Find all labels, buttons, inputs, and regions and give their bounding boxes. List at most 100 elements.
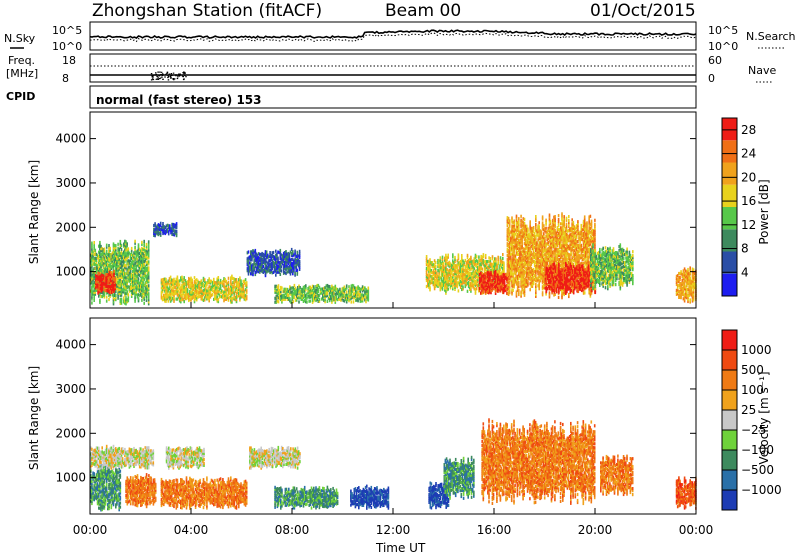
data-cell [511, 268, 513, 272]
data-cell [527, 271, 529, 275]
data-cell [521, 272, 523, 276]
data-cell [359, 299, 362, 303]
data-cell [342, 294, 345, 298]
data-cell [235, 284, 238, 288]
data-cell [552, 228, 554, 232]
data-cell [518, 257, 520, 261]
data-cell [140, 263, 142, 267]
data-cell [298, 288, 300, 292]
data-cell [123, 272, 125, 276]
data-cell [291, 292, 293, 296]
data-cell [320, 291, 323, 295]
data-cell [547, 254, 550, 258]
data-cell [130, 284, 133, 288]
data-cell [520, 234, 522, 238]
data-cell [185, 287, 188, 291]
data-cell [265, 250, 268, 254]
data-cell [522, 289, 525, 293]
data-cell [281, 286, 283, 290]
data-cell [129, 253, 132, 257]
data-cell [117, 254, 119, 258]
data-cell [256, 253, 259, 257]
data-cell [331, 298, 333, 302]
data-cell [338, 289, 340, 293]
data-cell [282, 263, 285, 267]
data-cell [506, 266, 509, 270]
data-cell [147, 246, 150, 250]
data-cell [222, 280, 224, 284]
data-cell [528, 250, 530, 254]
data-cell [519, 246, 521, 250]
data-cell [239, 284, 241, 288]
data-cell [125, 276, 127, 280]
data-cell [205, 293, 207, 297]
data-cell [474, 275, 477, 279]
data-cell [215, 281, 217, 285]
data-cell [116, 284, 118, 288]
data-cell [352, 286, 355, 290]
data-cell [545, 256, 547, 260]
data-cell [293, 265, 295, 269]
data-cell [425, 272, 428, 277]
data-cell [484, 276, 487, 280]
data-cell [239, 278, 241, 282]
data-cell [506, 260, 509, 264]
data-cell [507, 268, 510, 272]
data-cell [243, 293, 246, 297]
data-cell [176, 291, 179, 295]
data-cell [351, 295, 354, 300]
data-cell [208, 293, 210, 297]
data-cell [250, 266, 252, 270]
data-cell [445, 275, 447, 279]
data-cell [247, 258, 250, 262]
data-cell [143, 267, 145, 271]
data-cell [540, 256, 543, 260]
data-cell [141, 260, 143, 264]
data-cell [250, 258, 252, 262]
data-cell [530, 252, 533, 256]
data-cell [287, 261, 290, 266]
data-cell [310, 291, 313, 295]
data-cell [528, 254, 530, 258]
data-cell [552, 252, 554, 256]
data-cell [535, 223, 537, 227]
data-cell [123, 256, 125, 260]
data-cell [282, 271, 285, 275]
data-cell [99, 246, 101, 250]
data-cell [486, 290, 489, 294]
data-cell [156, 228, 159, 232]
data-cell [442, 271, 445, 275]
data-cell [104, 259, 107, 263]
data-cell [109, 252, 111, 256]
data-cell [515, 274, 518, 278]
data-cell [192, 295, 195, 299]
data-cell [467, 277, 470, 281]
data-cell [180, 276, 182, 280]
data-cell [473, 267, 476, 271]
data-cell [328, 295, 331, 299]
data-cell [111, 255, 114, 259]
data-cell [292, 268, 294, 272]
data-cell [123, 276, 125, 280]
data-cell [144, 249, 147, 253]
data-cell [138, 261, 141, 265]
data-cell [92, 254, 94, 258]
data-cell [507, 280, 510, 284]
data-cell [112, 264, 115, 268]
data-cell [189, 289, 191, 294]
data-cell [328, 293, 331, 297]
data-cell [529, 282, 531, 286]
data-cell [449, 270, 452, 274]
data-cell [241, 292, 243, 296]
data-cell [344, 287, 347, 291]
data-cell [143, 265, 145, 269]
data-cell [554, 232, 556, 237]
data-cell [533, 262, 536, 266]
data-cell [467, 273, 470, 277]
data-cell [127, 277, 130, 281]
data-cell [533, 234, 536, 238]
data-cell [529, 260, 531, 264]
data-cell [127, 299, 130, 303]
data-cell [331, 286, 333, 290]
data-cell [287, 257, 290, 262]
